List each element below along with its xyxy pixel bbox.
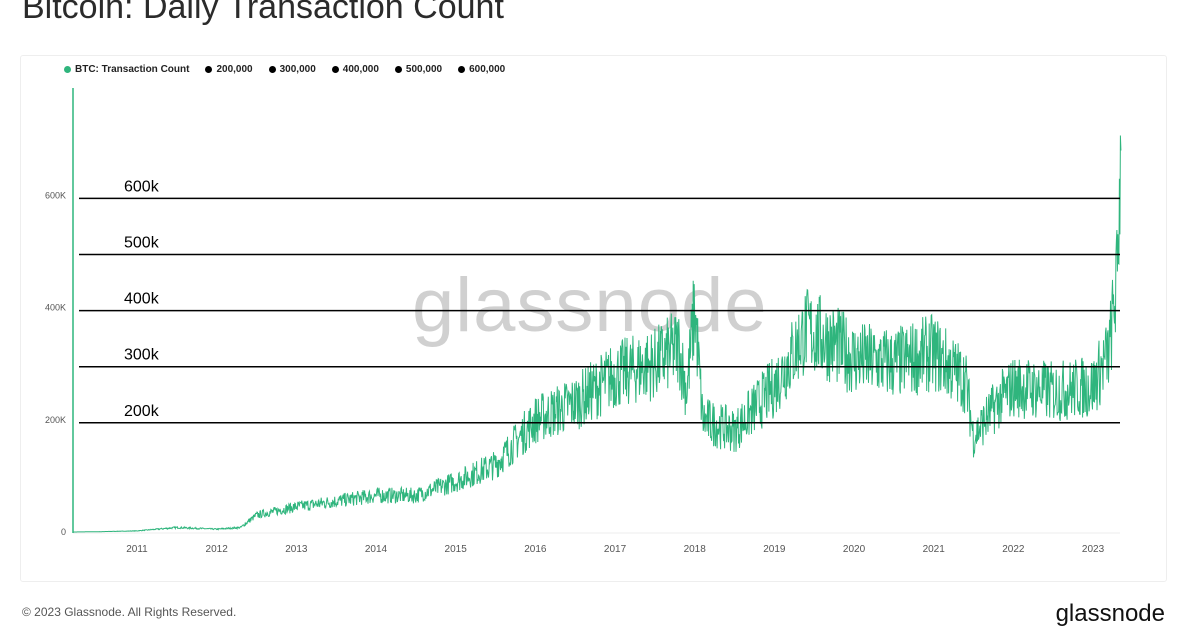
y-tick-label: 0: [61, 527, 66, 537]
series-line-btc-transaction-count: [73, 135, 1122, 533]
x-tick-label: 2016: [524, 544, 547, 555]
y-tick-label: 600K: [45, 190, 66, 200]
legend-dot-icon: [331, 66, 339, 73]
page-title: Bitcoin: Daily Transaction Count: [22, 0, 504, 26]
legend-label: BTC: Transaction Count: [75, 64, 190, 75]
legend-dot-icon: [394, 66, 402, 73]
y-tick-label: 200K: [45, 415, 66, 425]
legend-item-600k[interactable]: 600,000: [458, 64, 505, 75]
y-tick-label: 400K: [45, 303, 66, 313]
x-tick-label: 2020: [843, 544, 866, 555]
chart-card: [20, 55, 1167, 582]
legend-item-btc[interactable]: BTC: Transaction Count: [64, 64, 189, 75]
legend-item-200k[interactable]: 200,000: [205, 64, 253, 75]
reference-line-label: 200k: [124, 403, 160, 420]
x-tick-label: 2023: [1082, 544, 1105, 555]
legend-label: 600,000: [469, 64, 506, 75]
x-tick-label: 2021: [923, 544, 946, 555]
x-tick-label: 2011: [126, 544, 148, 555]
watermark: glassnode: [412, 263, 768, 348]
legend-dot-icon: [268, 66, 276, 73]
x-tick-label: 2019: [763, 544, 786, 555]
reference-line-label: 300k: [124, 347, 160, 364]
legend-item-300k[interactable]: 300,000: [268, 64, 316, 75]
x-tick-label: 2012: [206, 544, 229, 555]
legend-label: 500,000: [405, 64, 443, 75]
x-tick-label: 2017: [604, 544, 627, 555]
legend-item-500k[interactable]: 500,000: [394, 64, 443, 75]
legend-label: 400,000: [342, 64, 379, 75]
chart-legend: BTC: Transaction Count 200,000 300,000 4…: [64, 64, 505, 75]
x-tick-label: 2018: [684, 544, 707, 555]
legend-dot-icon: [458, 66, 466, 73]
copyright: © 2023 Glassnode. All Rights Reserved.: [22, 605, 237, 619]
legend-dot-icon: [64, 66, 71, 73]
x-tick-label: 2014: [365, 544, 388, 555]
x-tick-label: 2022: [1002, 544, 1025, 555]
legend-item-400k[interactable]: 400,000: [331, 64, 379, 75]
reference-line-label: 400k: [124, 291, 160, 308]
glassnode-logo: glassnode: [1055, 600, 1165, 627]
x-tick-label: 2015: [445, 544, 468, 555]
legend-label: 200,000: [216, 64, 253, 75]
legend-dot-icon: [205, 66, 213, 73]
reference-line-label: 500k: [124, 235, 160, 252]
reference-line-label: 600k: [124, 178, 160, 195]
x-tick-label: 2013: [285, 544, 308, 555]
legend-label: 300,000: [279, 64, 316, 75]
